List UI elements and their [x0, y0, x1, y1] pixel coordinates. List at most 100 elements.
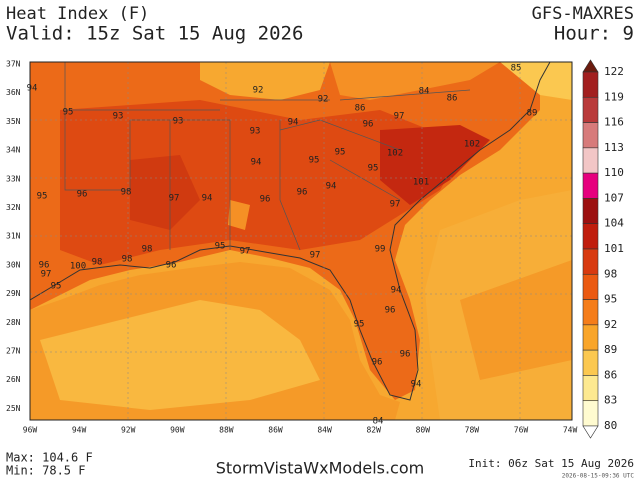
lat-label: 35N [6, 117, 21, 126]
station-value: 96 [400, 350, 411, 360]
colorbar-label: 80 [604, 419, 617, 432]
station-value: 89 [527, 109, 538, 119]
colorbar-box [582, 375, 599, 402]
colorbar-label: 101 [604, 242, 624, 255]
station-value: 96 [260, 195, 271, 205]
lat-label: 28N [6, 318, 21, 327]
lon-label: 80W [416, 426, 431, 435]
station-value: 95 [354, 320, 365, 330]
lat-label: 27N [6, 347, 21, 356]
colorbar-label: 83 [604, 394, 617, 407]
lat-label: 36N [6, 88, 21, 97]
lon-label: 82W [366, 426, 381, 435]
station-value: 93 [113, 112, 124, 122]
station-value: 96 [166, 261, 177, 271]
colorbar-label: 92 [604, 318, 617, 331]
station-value: 95 [37, 192, 48, 202]
lat-label: 32N [6, 203, 21, 212]
station-value: 96 [297, 188, 308, 198]
map-field [30, 62, 572, 420]
station-value: 94 [391, 286, 402, 296]
station-value: 97 [390, 200, 401, 210]
lat-label: 33N [6, 174, 21, 183]
station-value: 98 [92, 258, 103, 268]
station-value: 92 [253, 86, 264, 96]
colorbar-box [582, 273, 599, 300]
colorbar-label: 98 [604, 267, 617, 280]
station-value: 99 [375, 245, 386, 255]
map-frame [29, 61, 573, 421]
lon-label: 76W [514, 426, 529, 435]
station-value: 95 [215, 242, 226, 252]
station-value: 102 [387, 149, 403, 159]
colorbar-label: 122 [604, 65, 624, 78]
lat-label: 29N [6, 289, 21, 298]
lat-label: 30N [6, 260, 21, 269]
station-value: 96 [39, 261, 50, 271]
colorbar-cap-top [582, 59, 599, 73]
init-time: Init: 06z Sat 15 Aug 2026 [468, 457, 634, 470]
station-value: 96 [77, 190, 88, 200]
max-value: Max: 104.6 F [6, 451, 93, 465]
lat-label: 25N [6, 404, 21, 413]
station-value: 100 [70, 262, 86, 272]
station-value: 95 [335, 148, 346, 158]
station-value: 94 [27, 84, 38, 94]
station-value: 95 [368, 164, 379, 174]
station-value: 86 [447, 94, 458, 104]
colorbar-box [582, 122, 599, 149]
colorbar-label: 104 [604, 217, 624, 230]
station-value: 92 [318, 95, 329, 105]
model-name: GFS-MAXRES [532, 4, 634, 24]
lon-label: 96W [23, 426, 38, 435]
station-value: 97 [41, 270, 52, 280]
colorbar-cap-bottom [582, 425, 599, 439]
lon-label: 90W [170, 426, 185, 435]
station-value: 97 [310, 251, 321, 261]
station-value: 101 [413, 178, 429, 188]
station-value: 94 [251, 158, 262, 168]
colorbar-box [582, 349, 599, 376]
station-value: 98 [122, 255, 133, 265]
colorbar-label: 116 [604, 116, 624, 129]
station-value: 96 [385, 306, 396, 316]
station-value: 98 [142, 245, 153, 255]
colorbar-box [582, 248, 599, 275]
station-value: 96 [372, 358, 383, 368]
station-value: 94 [288, 118, 299, 128]
colorbar-label: 119 [604, 90, 624, 103]
timestamp: 2026-08-15-09:36 UTC [562, 473, 635, 480]
lon-label: 88W [219, 426, 234, 435]
lat-label: 34N [6, 146, 21, 155]
station-value: 94 [326, 182, 337, 192]
station-value: 95 [63, 108, 74, 118]
lat-label: 31N [6, 232, 21, 241]
colorbar-box [582, 96, 599, 123]
station-value: 94 [202, 194, 213, 204]
site-name: StormVistaWxModels.com [216, 459, 424, 478]
station-value: 96 [363, 120, 374, 130]
station-value: 94 [411, 380, 422, 390]
lat-label: 26N [6, 375, 21, 384]
lon-label: 78W [465, 426, 480, 435]
colorbar-label: 107 [604, 191, 624, 204]
colorbar-box [582, 172, 599, 199]
station-value: 85 [511, 64, 522, 74]
station-value: 97 [169, 194, 180, 204]
station-value: 93 [173, 117, 184, 127]
station-value: 86 [355, 104, 366, 114]
colorbar-box [582, 299, 599, 326]
map-title: Heat Index (F) [6, 4, 149, 24]
station-value: 102 [464, 140, 480, 150]
station-value: 97 [394, 112, 405, 122]
min-value: Min: 78.5 F [6, 464, 85, 478]
colorbar-label: 86 [604, 368, 617, 381]
colorbar-box [582, 223, 599, 250]
colorbar-box [582, 400, 599, 427]
lat-label: 37N [6, 60, 21, 69]
lon-label: 92W [121, 426, 136, 435]
station-value: 95 [51, 282, 62, 292]
station-value: 84 [373, 417, 384, 427]
lon-label: 94W [72, 426, 87, 435]
